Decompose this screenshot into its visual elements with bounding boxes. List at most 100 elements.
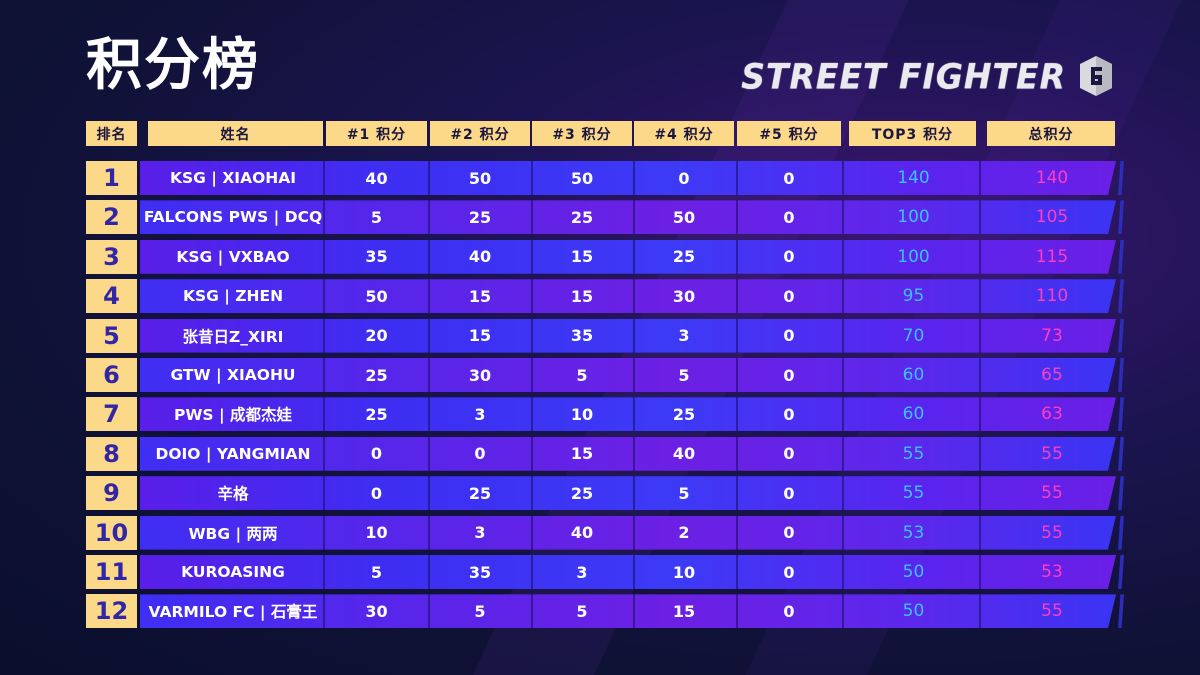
score-1: 50 [365,286,388,306]
column-divider [531,239,533,274]
column-divider [428,436,430,471]
row-edge-accent [1118,397,1124,432]
column-divider [531,555,533,589]
column-divider [979,515,981,550]
top3-score: 55 [902,443,925,464]
score-5: 0 [783,207,795,227]
header-score-5: #5 积分 [737,121,841,146]
player-name: 辛格 [217,485,249,504]
player-name: VARMILO FC | 石膏王 [148,603,318,622]
score-2: 25 [468,483,492,503]
column-divider [979,239,981,274]
column-divider [842,279,844,314]
table-row: 11 KUROASING 5 35 3 10 0 50 53 [86,555,1126,589]
column-divider [736,279,738,314]
row-edge-accent [1118,279,1124,314]
column-divider [531,397,533,432]
column-divider [428,515,430,550]
row-edge-accent [1118,161,1124,195]
rank-cell: 7 [86,397,137,432]
row-band [140,594,1116,628]
column-divider [323,555,325,589]
column-divider [633,318,635,353]
row-band [140,279,1116,313]
score-3: 10 [570,404,594,424]
score-2: 15 [468,286,492,306]
column-divider [323,318,325,353]
column-divider [842,436,844,471]
column-divider [979,436,981,471]
column-divider [842,161,844,195]
column-divider [323,279,325,314]
score-5: 0 [783,562,795,582]
column-divider [428,279,430,314]
score-3: 15 [570,286,594,306]
column-divider [531,318,533,353]
score-5: 0 [783,326,795,346]
column-divider [842,515,844,550]
column-divider [842,200,844,235]
row-band [140,516,1116,550]
table-row: 9 辛格 0 25 25 5 0 55 55 [86,476,1126,511]
score-3: 3 [576,562,588,582]
rank-cell: 6 [86,358,137,392]
score-2: 25 [468,207,492,227]
column-divider [323,358,325,392]
score-3: 25 [570,207,594,227]
score-4: 25 [672,404,696,424]
rank-cell: 3 [86,239,137,274]
top3-score: 60 [902,365,925,385]
column-divider [531,594,533,629]
total-score: 73 [1041,325,1063,346]
column-divider [633,358,635,392]
player-name: KSG | ZHEN [182,287,284,306]
score-2: 35 [468,562,492,582]
score-3: 15 [570,444,594,464]
total-score: 53 [1041,562,1063,582]
sf6-logo-icon [1076,54,1116,98]
column-divider [736,555,738,589]
row-band [140,240,1116,274]
player-name: KSG | XIAOHAI [170,169,296,187]
row-band [140,555,1116,589]
row-edge-accent [1118,515,1124,550]
column-divider [736,318,738,353]
column-divider [842,358,844,392]
column-divider [633,279,635,314]
score-5: 0 [783,523,795,543]
rank-cell: 1 [86,161,137,195]
row-edge-accent [1118,555,1124,589]
column-divider [428,318,430,353]
column-divider [979,476,981,511]
column-divider [531,476,533,511]
column-divider [633,594,635,629]
column-divider [633,161,635,195]
column-divider [736,358,738,392]
score-1: 25 [365,404,388,424]
player-name: WBG | 两两 [188,524,278,543]
row-band [140,476,1116,510]
score-5: 0 [783,365,795,385]
top3-score: 70 [902,325,925,346]
table-row: 8 DOIO | YANGMIAN 0 0 15 40 0 55 55 [86,436,1126,471]
top3-score: 55 [902,483,925,504]
table-row: 3 KSG | VXBAO 35 40 15 25 0 100 115 [86,239,1126,274]
column-divider [736,476,738,511]
row-band [140,437,1116,471]
header-score-3: #3 积分 [532,121,632,146]
rank-cell: 5 [86,318,137,353]
score-3: 40 [570,523,594,543]
score-5: 0 [783,286,795,306]
score-1: 0 [370,483,383,503]
score-3: 35 [570,326,594,346]
column-divider [428,594,430,629]
column-divider [979,397,981,432]
score-4: 5 [678,365,690,385]
header-score-4: #4 积分 [634,121,734,146]
score-4: 0 [678,168,690,188]
top3-score: 50 [902,601,925,622]
row-edge-accent [1118,200,1124,235]
column-divider [531,279,533,314]
score-4: 2 [678,523,690,543]
total-score: 55 [1041,522,1063,543]
